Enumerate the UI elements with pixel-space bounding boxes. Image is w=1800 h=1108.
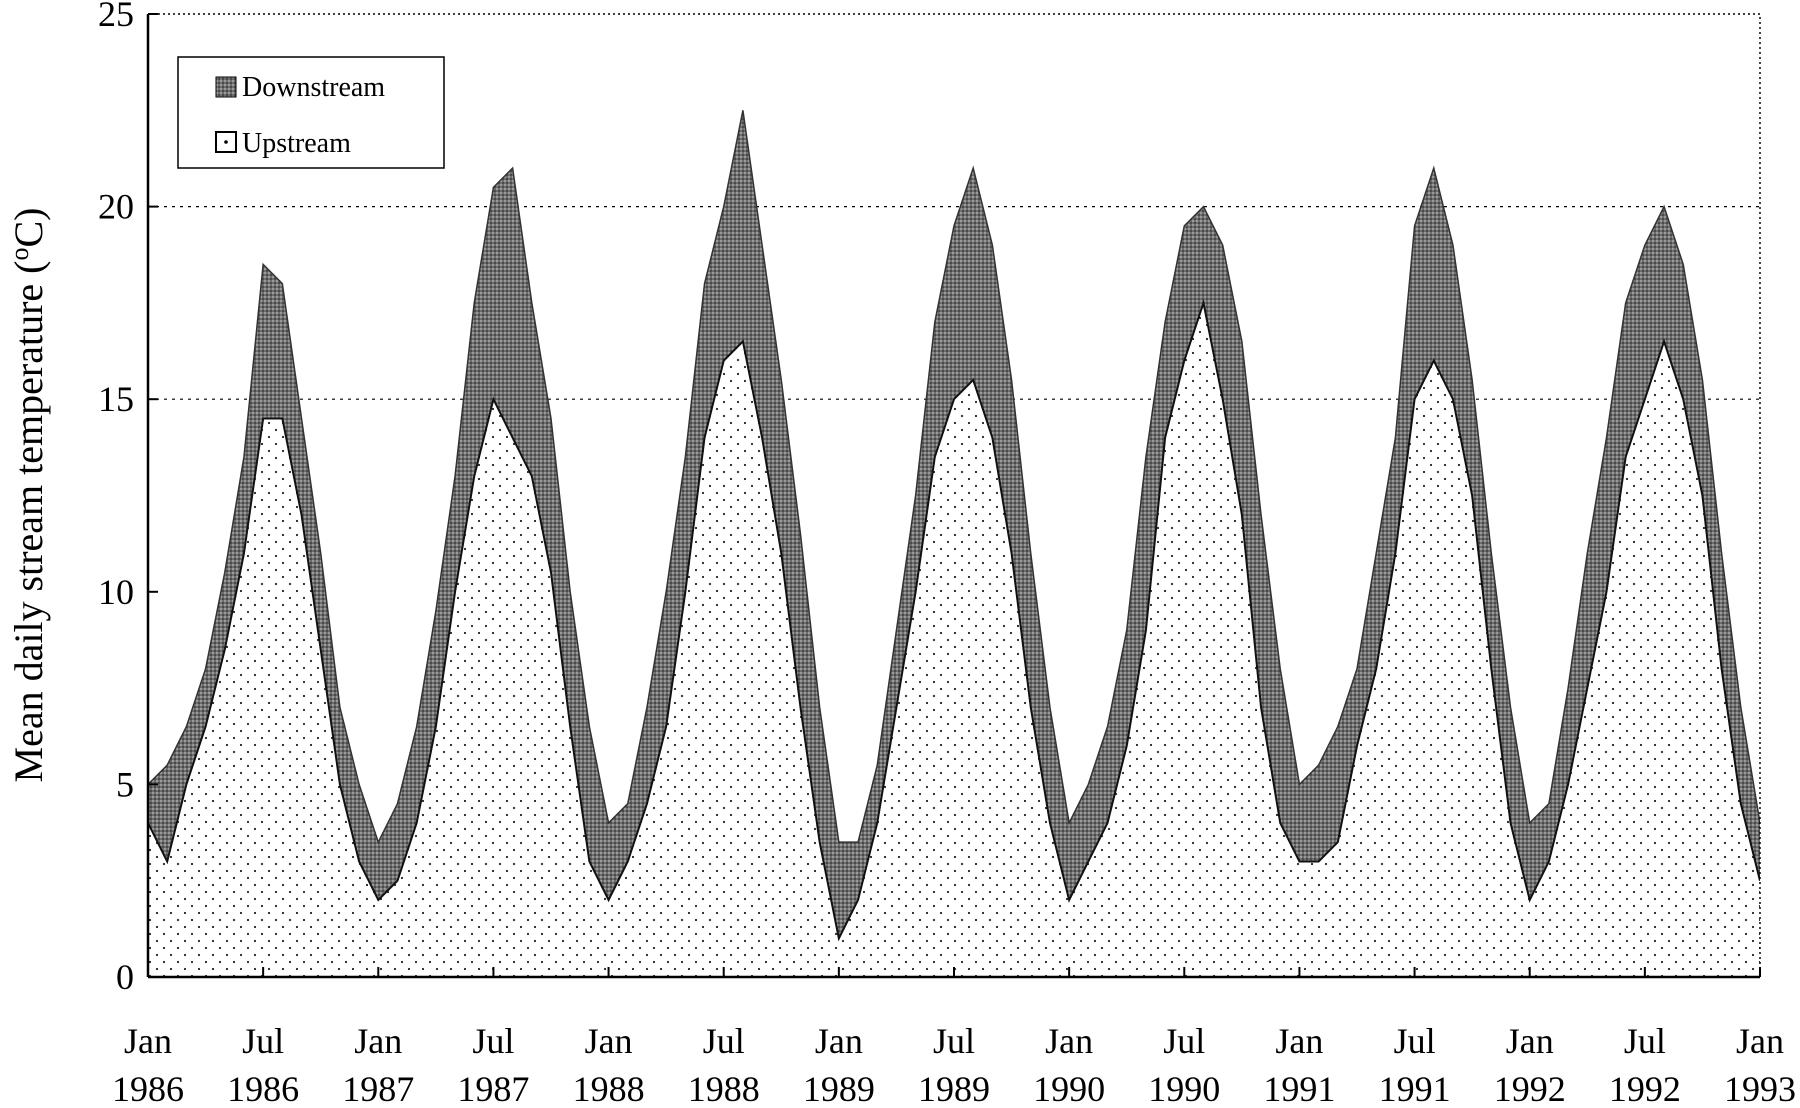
y-tick-label: 25	[98, 0, 134, 34]
series-area	[148, 110, 1760, 977]
legend: Downstream Upstream	[177, 56, 445, 169]
x-tick-month: Jan	[1275, 1021, 1323, 1061]
x-tick-year: 1986	[227, 1069, 299, 1108]
series-line-upstream	[148, 298, 1760, 942]
series-line-downstream	[148, 110, 1760, 845]
legend-swatch-downstream	[215, 76, 237, 98]
x-tick-month: Jan	[124, 1021, 172, 1061]
x-axis-ticks: Jan 1986 Jul 1986 Jan 1987 Jul 1987 Jan 1988 Jul 19…	[112, 967, 1796, 1108]
y-tick-label: 5	[116, 764, 134, 804]
x-tick-month: Jan	[585, 1021, 633, 1061]
x-tick-month: Jul	[1163, 1021, 1205, 1061]
y-tick-label: 15	[98, 379, 134, 419]
y-axis-ticks: 0 5 10 15 20 25	[98, 0, 158, 997]
x-tick-month: Jul	[1624, 1021, 1666, 1061]
x-tick-year: 1991	[1263, 1069, 1335, 1108]
y-tick-label: 10	[98, 572, 134, 612]
y-tick-label: 20	[98, 187, 134, 227]
series-area-upstream	[148, 302, 1760, 977]
legend-label-upstream: Upstream	[242, 128, 351, 159]
x-tick-year: 1989	[803, 1069, 875, 1108]
x-tick-month: Jan	[354, 1021, 402, 1061]
legend-swatch-upstream-dot	[224, 140, 228, 144]
x-tick-year: 1990	[1148, 1069, 1220, 1108]
x-tick-year: 1989	[918, 1069, 990, 1108]
x-tick-month: Jul	[1394, 1021, 1436, 1061]
x-tick-month: Jan	[1045, 1021, 1093, 1061]
x-tick-year: 1986	[112, 1069, 184, 1108]
x-tick-year: 1992	[1494, 1069, 1566, 1108]
x-tick-year: 1993	[1724, 1069, 1796, 1108]
y-tick-label: 0	[116, 957, 134, 997]
x-tick-month: Jul	[242, 1021, 284, 1061]
legend-label-downstream: Downstream	[242, 72, 385, 103]
x-tick-year: 1991	[1379, 1069, 1451, 1108]
x-tick-month: Jan	[1506, 1021, 1554, 1061]
x-tick-month: Jan	[1736, 1021, 1784, 1061]
x-tick-month: Jan	[815, 1021, 863, 1061]
x-tick-month: Jul	[703, 1021, 745, 1061]
x-tick-year: 1988	[573, 1069, 645, 1108]
x-tick-year: 1990	[1033, 1069, 1105, 1108]
x-tick-month: Jul	[933, 1021, 975, 1061]
x-tick-year: 1987	[342, 1069, 414, 1108]
x-tick-year: 1992	[1609, 1069, 1681, 1108]
y-axis-label: Mean daily stream temperature (oC)	[5, 208, 51, 783]
x-tick-year: 1988	[688, 1069, 760, 1108]
x-tick-month: Jul	[472, 1021, 514, 1061]
x-tick-year: 1987	[457, 1069, 529, 1108]
